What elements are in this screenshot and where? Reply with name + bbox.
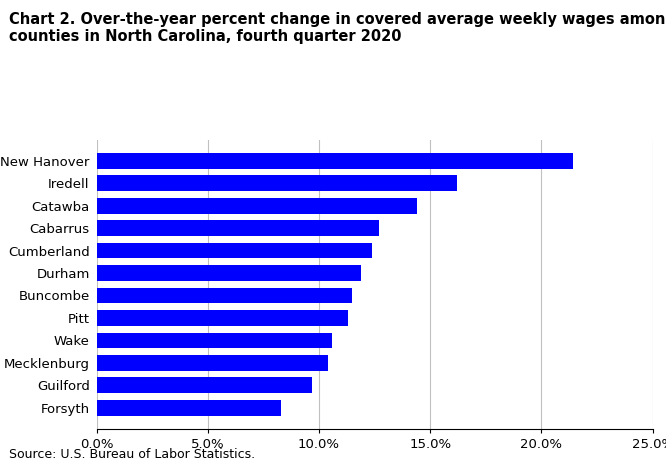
Text: Chart 2. Over-the-year percent change in covered average weekly wages among  the: Chart 2. Over-the-year percent change in… [9, 12, 666, 44]
Bar [97, 265, 361, 281]
Bar [97, 220, 379, 236]
Bar [97, 355, 328, 370]
Bar [97, 243, 372, 259]
Bar [97, 377, 312, 393]
Bar [97, 175, 457, 191]
Text: Source: U.S. Bureau of Labor Statistics.: Source: U.S. Bureau of Labor Statistics. [9, 448, 255, 461]
Bar [97, 310, 348, 326]
Bar [97, 153, 573, 169]
Bar [97, 288, 352, 303]
Bar [97, 400, 281, 416]
Bar [97, 198, 417, 213]
Bar [97, 333, 332, 348]
